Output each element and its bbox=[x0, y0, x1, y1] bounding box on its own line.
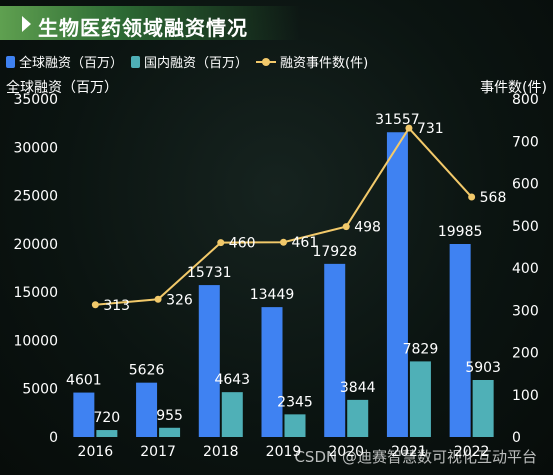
legend-swatch-domestic bbox=[131, 55, 141, 68]
y2-tick-label: 400 bbox=[512, 261, 539, 277]
y-tick-label: 15000 bbox=[13, 285, 58, 301]
events-point bbox=[405, 124, 413, 132]
legend-item-global[interactable]: 全球融资（百万） bbox=[6, 52, 123, 71]
y2-tick-label: 300 bbox=[512, 303, 539, 319]
bar-value-label-domestic: 3844 bbox=[340, 380, 376, 396]
bar-domestic bbox=[159, 427, 181, 437]
bar-domestic bbox=[472, 379, 494, 437]
bar-value-label-global: 15731 bbox=[187, 265, 232, 281]
y2-tick-label: 200 bbox=[512, 346, 539, 362]
events-point bbox=[154, 295, 162, 303]
line-value-label: 568 bbox=[480, 190, 507, 206]
legend-swatch-events bbox=[256, 56, 277, 68]
bar-value-label-domestic: 720 bbox=[93, 410, 120, 426]
x-tick-label: 2022 bbox=[454, 444, 490, 460]
chart-title: 生物医药领域融资情况 bbox=[38, 16, 248, 40]
bar-value-label-global: 31557 bbox=[375, 112, 420, 128]
legend-item-events[interactable]: 融资事件数(件) bbox=[256, 52, 368, 71]
x-axis-labels: 2016 2017 2018 2019 2020 2021 2022 bbox=[78, 444, 490, 460]
x-tick-label: 2018 bbox=[203, 444, 239, 460]
events-point bbox=[468, 193, 476, 201]
bar-global bbox=[324, 263, 346, 437]
bar-value-label-domestic: 4643 bbox=[214, 372, 250, 388]
bar-value-label-global: 4601 bbox=[66, 373, 102, 389]
events-point bbox=[342, 223, 350, 231]
y2-axis-title: 事件数(件) bbox=[480, 80, 547, 96]
x-tick-label: 2020 bbox=[328, 444, 364, 460]
bar-domestic bbox=[347, 399, 369, 437]
y-axis-ticks: 0 5000 10000 15000 20000 25000 30000 35000 bbox=[13, 92, 58, 446]
y2-tick-label: 500 bbox=[512, 219, 539, 235]
y2-axis-ticks: 0 100 200 300 400 500 600 700 800 bbox=[512, 92, 539, 446]
bar-value-label-domestic: 7829 bbox=[403, 341, 439, 357]
bar-global bbox=[136, 382, 158, 437]
bar-value-label-global: 19985 bbox=[438, 224, 483, 240]
bar-data-labels: 4601 720 5626 955 15731 4643 13449 2345 17928 384… bbox=[66, 112, 501, 426]
x-tick-label: 2019 bbox=[266, 444, 302, 460]
bar-value-label-domestic: 5903 bbox=[465, 360, 501, 376]
legend-label-domestic: 国内融资（百万） bbox=[144, 56, 249, 71]
line-value-label: 313 bbox=[103, 298, 130, 314]
line-data-labels: 313 326 460 461 498 731 568 bbox=[103, 121, 506, 314]
y-tick-label: 5000 bbox=[22, 382, 58, 398]
legend-label-global: 全球融资（百万） bbox=[19, 56, 124, 71]
y-tick-label: 35000 bbox=[13, 92, 58, 108]
y2-tick-label: 100 bbox=[512, 388, 539, 404]
y-axis-title: 全球融资（百万） bbox=[6, 80, 118, 96]
y2-tick-label: 700 bbox=[512, 134, 539, 150]
y-tick-label: 30000 bbox=[13, 140, 58, 156]
line-value-label: 731 bbox=[417, 121, 444, 137]
line-value-label: 461 bbox=[292, 235, 319, 251]
legend-item-domestic[interactable]: 国内融资（百万） bbox=[131, 52, 248, 71]
bar-value-label-domestic: 2345 bbox=[277, 394, 313, 410]
bar-value-label-domestic: 955 bbox=[156, 408, 183, 424]
line-value-label: 498 bbox=[354, 220, 381, 236]
x-tick-label: 2021 bbox=[391, 444, 427, 460]
x-tick-label: 2016 bbox=[78, 444, 114, 460]
line-series bbox=[91, 124, 476, 309]
bar-domestic bbox=[221, 392, 243, 437]
bar-domestic bbox=[409, 361, 431, 437]
y-tick-label: 0 bbox=[49, 430, 58, 446]
events-point bbox=[217, 239, 225, 247]
bar-value-label-global: 5626 bbox=[129, 363, 165, 379]
bar-global bbox=[73, 392, 95, 437]
y2-tick-label: 800 bbox=[512, 92, 539, 108]
watermark: CSDN @迪赛智慧数可视化互动平台 bbox=[294, 448, 537, 466]
y2-tick-label: 600 bbox=[512, 177, 539, 193]
x-tick-label: 2017 bbox=[140, 444, 176, 460]
line-value-label: 460 bbox=[229, 236, 256, 252]
bar-domestic bbox=[96, 430, 118, 437]
bar-global bbox=[198, 285, 220, 437]
y-tick-label: 25000 bbox=[13, 189, 58, 205]
bar-global bbox=[386, 132, 408, 437]
legend-swatch-global bbox=[6, 55, 15, 68]
bar-value-label-global: 13449 bbox=[250, 287, 295, 303]
bar-domestic bbox=[284, 414, 306, 437]
line-value-label: 326 bbox=[166, 292, 193, 308]
events-line bbox=[95, 126, 473, 306]
legend-label-events: 融资事件数(件) bbox=[280, 56, 369, 71]
bar-series bbox=[73, 132, 494, 437]
chevron-right-icon bbox=[22, 16, 31, 32]
events-point bbox=[91, 301, 99, 309]
y-tick-label: 10000 bbox=[13, 333, 58, 349]
chart-legend: 全球融资（百万） 国内融资（百万） 融资事件数(件) bbox=[6, 52, 368, 71]
bar-value-label-global: 17928 bbox=[312, 244, 357, 260]
y2-tick-label: 0 bbox=[512, 430, 521, 446]
bar-global bbox=[449, 244, 471, 437]
bar-global bbox=[261, 307, 283, 437]
y-tick-label: 20000 bbox=[13, 237, 58, 253]
events-point bbox=[280, 238, 287, 246]
title-banner bbox=[0, 6, 300, 40]
